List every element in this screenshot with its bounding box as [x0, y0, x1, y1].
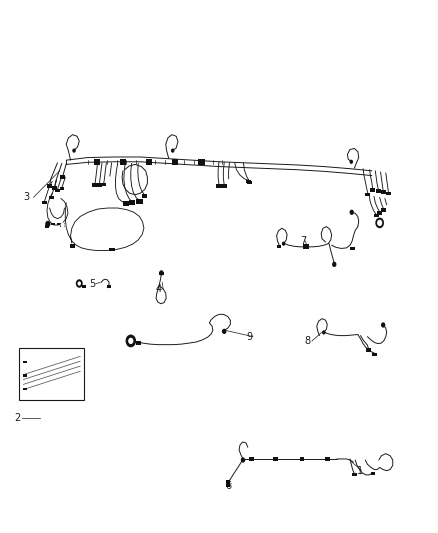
Bar	[370, 188, 375, 191]
Bar	[352, 473, 357, 477]
Circle shape	[128, 338, 134, 344]
Bar	[226, 480, 230, 487]
Bar	[110, 248, 115, 252]
Bar	[137, 199, 143, 204]
Bar	[247, 181, 252, 184]
Circle shape	[332, 262, 336, 267]
Bar	[300, 457, 304, 461]
Bar	[60, 223, 65, 227]
Circle shape	[45, 221, 50, 227]
Circle shape	[350, 209, 354, 215]
Circle shape	[76, 279, 83, 288]
Bar	[23, 387, 27, 390]
Text: 1: 1	[357, 466, 363, 476]
Bar	[47, 184, 52, 188]
Text: 8: 8	[304, 336, 310, 346]
Bar	[325, 457, 330, 461]
Bar	[52, 186, 57, 190]
Bar	[60, 187, 64, 190]
Bar	[81, 285, 85, 288]
Bar	[42, 201, 46, 204]
Circle shape	[377, 220, 382, 226]
Bar	[198, 159, 205, 165]
Text: 2: 2	[14, 413, 21, 423]
Bar	[23, 374, 27, 377]
Circle shape	[375, 217, 384, 228]
Bar	[146, 159, 152, 165]
Bar	[377, 211, 382, 215]
Bar	[107, 285, 111, 288]
Bar	[94, 159, 100, 165]
Bar	[45, 225, 49, 228]
Bar	[371, 472, 375, 475]
Bar	[246, 180, 251, 183]
Text: 9: 9	[246, 332, 252, 342]
Bar	[70, 245, 75, 248]
Circle shape	[60, 222, 65, 228]
Bar	[350, 247, 355, 250]
Circle shape	[126, 335, 136, 348]
Circle shape	[241, 457, 245, 463]
Circle shape	[159, 270, 163, 276]
Bar	[142, 194, 148, 198]
Circle shape	[381, 322, 385, 328]
Bar	[57, 223, 61, 225]
Bar	[159, 272, 163, 275]
Bar	[374, 214, 379, 217]
Bar	[386, 191, 391, 195]
Bar	[172, 159, 178, 165]
Bar	[366, 349, 371, 352]
Bar	[222, 184, 227, 188]
Bar	[101, 183, 106, 187]
Text: 4: 4	[155, 284, 162, 294]
Circle shape	[72, 149, 76, 153]
Circle shape	[78, 281, 81, 286]
Bar	[51, 223, 55, 225]
Bar	[249, 457, 254, 461]
Bar	[273, 457, 278, 461]
Bar	[97, 183, 102, 187]
Bar	[129, 200, 135, 205]
Bar	[303, 245, 309, 249]
Bar	[277, 245, 282, 248]
Bar	[216, 184, 222, 188]
Bar	[137, 342, 141, 345]
Bar	[92, 183, 98, 187]
Bar	[120, 159, 126, 165]
Bar	[55, 189, 60, 192]
Circle shape	[282, 241, 286, 246]
Circle shape	[322, 330, 325, 335]
Bar	[372, 353, 377, 356]
Bar	[376, 189, 381, 192]
Bar	[19, 349, 84, 400]
Bar	[381, 208, 386, 212]
Bar	[381, 190, 385, 193]
Bar	[124, 201, 130, 206]
Circle shape	[171, 149, 174, 153]
Circle shape	[222, 329, 226, 334]
Text: 7: 7	[300, 236, 306, 246]
Text: 3: 3	[23, 192, 29, 203]
Bar	[23, 361, 27, 364]
Bar	[49, 196, 53, 199]
Bar	[365, 193, 370, 196]
Bar	[222, 330, 226, 333]
Text: 6: 6	[226, 481, 232, 490]
Text: 5: 5	[89, 279, 95, 288]
Bar	[60, 175, 65, 179]
Circle shape	[350, 160, 353, 164]
